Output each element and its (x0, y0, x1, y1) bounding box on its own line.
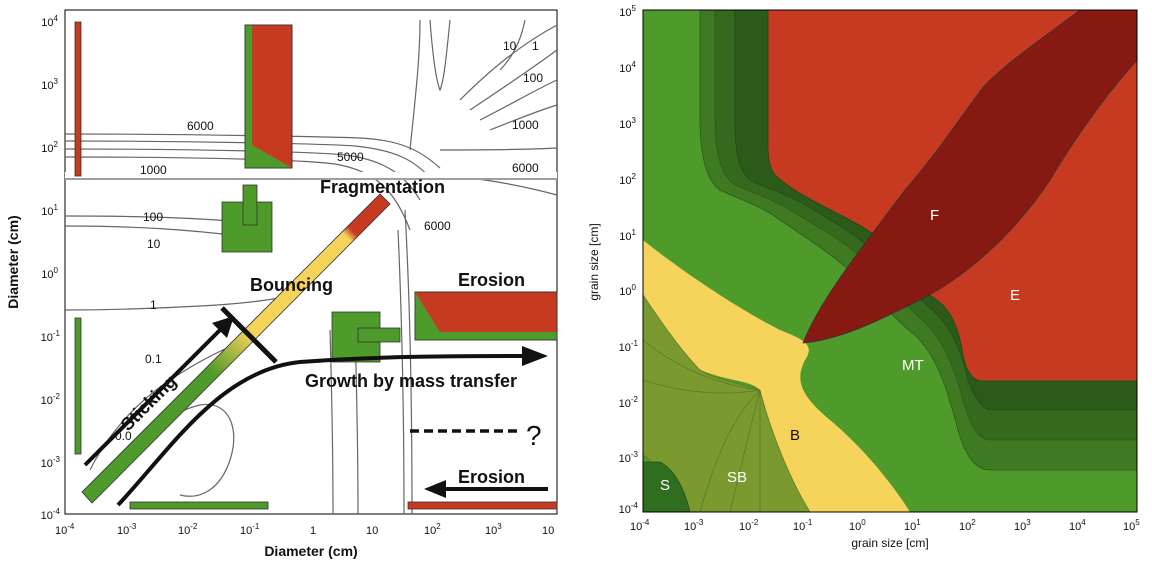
bouncing-label: Bouncing (250, 275, 333, 295)
x-tick: 105 (1123, 518, 1140, 533)
right-ylabel: grain size [cm] (587, 223, 601, 300)
contour-label: 6000 (187, 119, 214, 133)
x-tick: 104 (1069, 518, 1086, 533)
left-green-strip (74, 317, 82, 455)
x-tick: 10 (542, 525, 554, 537)
left-x-ticks: 10-4 10-3 10-2 10-1 1 10 102 103 10 (55, 522, 554, 537)
fragmentation-label: Fragmentation (320, 177, 445, 197)
erosion-arrowhead (424, 480, 446, 498)
x-tick: 102 (959, 518, 976, 533)
y-tick: 101 (619, 228, 636, 243)
right-x-ticks: 10-4 10-3 10-2 10-1 100 101 102 103 104 … (630, 518, 1140, 533)
y-tick: 102 (41, 140, 58, 155)
band (65, 172, 557, 180)
growth-label: Growth by mass transfer (305, 371, 517, 391)
label-S: S (660, 477, 670, 494)
label-SB: SB (727, 469, 747, 486)
contour-label: 10 (503, 39, 517, 53)
bouncing-bar (220, 306, 278, 364)
left-panel: 6000 1000 5000 10 1 100 1000 6000 100 10… (5, 9, 558, 559)
x-tick: 10-2 (739, 518, 759, 533)
x-tick: 10-1 (240, 522, 260, 537)
green-block-mid (221, 184, 273, 253)
contour-lines (64, 19, 558, 515)
y-tick: 10-4 (619, 501, 639, 516)
y-tick: 105 (619, 4, 636, 19)
right-plot-frame (642, 9, 1138, 513)
contour-label: 1000 (140, 163, 167, 177)
contour-label: 6000 (512, 161, 539, 175)
contour-label: 1 (150, 298, 157, 312)
y-tick: 104 (619, 60, 636, 75)
contour-label: 100 (143, 210, 163, 224)
x-tick: 10-4 (55, 522, 75, 537)
x-tick: 100 (849, 518, 866, 533)
x-tick: 10-3 (684, 518, 704, 533)
left-xlabel: Diameter (cm) (264, 543, 357, 559)
region-fragmentation (802, 10, 1137, 344)
question-mark: ? (526, 420, 542, 451)
green-block-lower (331, 311, 401, 363)
bottom-red-strip (407, 501, 558, 510)
x-tick: 10-1 (793, 518, 813, 533)
x-tick: 10 (366, 525, 378, 537)
right-y-ticks: 105 104 103 102 101 100 10-1 10-2 10-3 1… (619, 4, 639, 516)
x-tick: 10-4 (630, 518, 650, 533)
erosion-block (414, 291, 558, 341)
x-tick: 102 (424, 522, 441, 537)
right-panel: F E MT B SB S 105 104 103 102 101 100 10… (587, 4, 1140, 550)
x-tick: 10-2 (178, 522, 198, 537)
x-tick: 103 (1014, 518, 1031, 533)
erosion-top-label: Erosion (458, 270, 525, 290)
y-tick: 104 (41, 14, 58, 29)
left-red-strip (74, 21, 82, 177)
y-tick: 10-2 (41, 392, 61, 407)
x-tick: 103 (485, 522, 502, 537)
x-tick: 10-3 (117, 522, 137, 537)
x-tick: 101 (904, 518, 921, 533)
region-bouncing (643, 240, 910, 512)
x-tick: 1 (310, 525, 316, 537)
y-tick: 10-1 (41, 329, 61, 344)
y-tick: 101 (41, 203, 58, 218)
fragment-block-top (244, 24, 293, 169)
y-tick: 10-1 (619, 339, 639, 354)
band-dark-3 (734, 10, 1137, 411)
left-ylabel: Diameter (cm) (5, 215, 21, 308)
y-tick: 102 (619, 172, 636, 187)
contour-label: 6000 (424, 219, 451, 233)
label-E: E (1010, 287, 1020, 304)
y-tick: 10-3 (619, 450, 639, 465)
arrows (83, 306, 548, 507)
y-tick: 100 (41, 266, 58, 281)
label-B: B (790, 427, 800, 444)
y-tick: 103 (41, 77, 58, 92)
y-tick: 100 (619, 283, 636, 298)
y-tick: 103 (619, 116, 636, 131)
contour-label: 5000 (337, 150, 364, 164)
contour-label: 0.0 (115, 429, 132, 443)
y-tick: 10-2 (619, 395, 639, 410)
growth-arrowhead (522, 346, 548, 366)
label-F: F (930, 207, 939, 224)
bottom-green-strip (129, 501, 269, 510)
y-tick: 10-3 (41, 455, 61, 470)
diagonal-bar (81, 193, 391, 504)
contour-label: 10 (147, 237, 161, 251)
contour-labels: 6000 1000 5000 10 1 100 1000 6000 100 10… (115, 39, 543, 443)
right-xlabel: grain size [cm] (851, 536, 928, 550)
contour-label: 100 (523, 71, 543, 85)
left-y-ticks: 104 103 102 101 100 10-1 10-2 10-3 10-4 (41, 14, 61, 522)
y-tick: 10-4 (41, 507, 61, 522)
erosion-bottom-label: Erosion (458, 467, 525, 487)
label-MT: MT (902, 357, 924, 374)
contour-label: 0.1 (145, 352, 162, 366)
contour-label: 1000 (512, 118, 539, 132)
sticking-arrowhead (212, 316, 234, 338)
contour-label: 1 (532, 39, 539, 53)
